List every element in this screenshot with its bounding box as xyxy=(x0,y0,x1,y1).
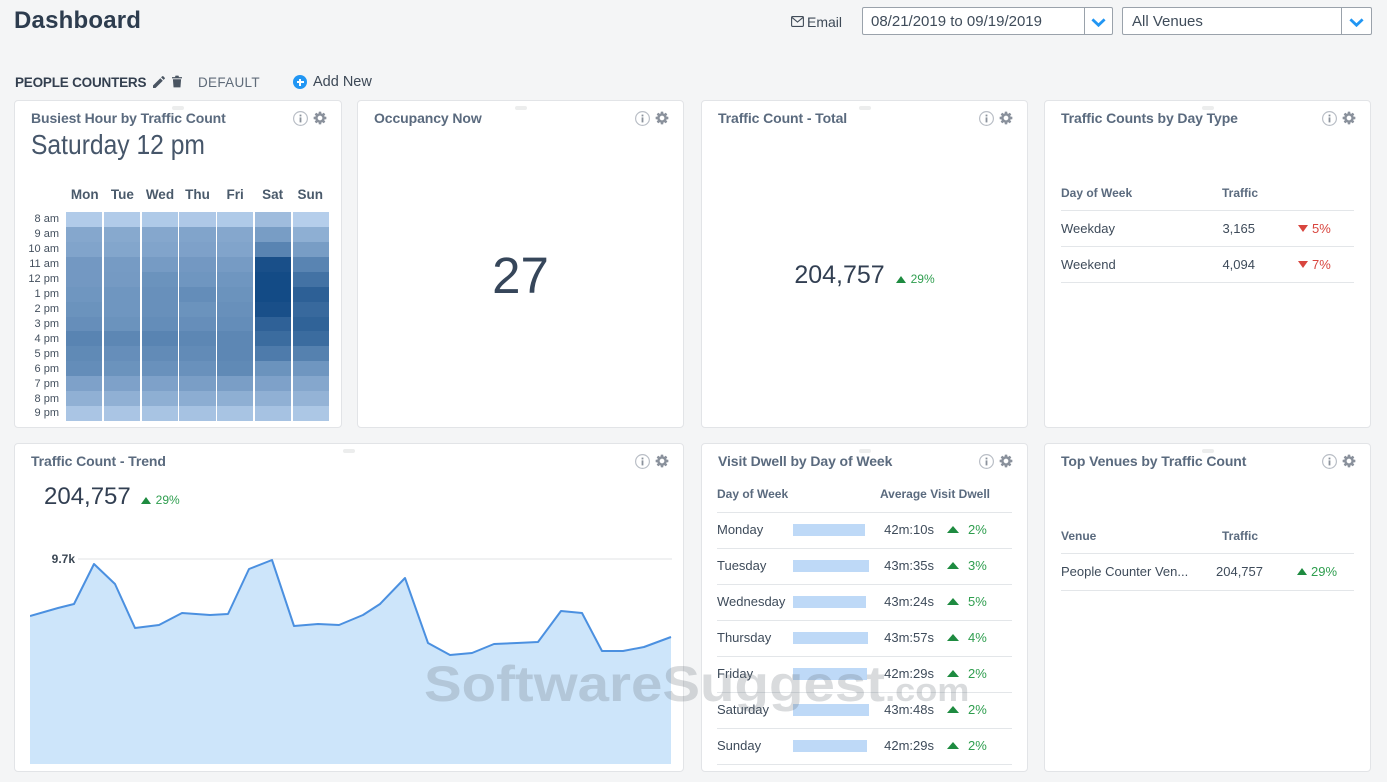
svg-text:9.7k: 9.7k xyxy=(52,552,76,566)
